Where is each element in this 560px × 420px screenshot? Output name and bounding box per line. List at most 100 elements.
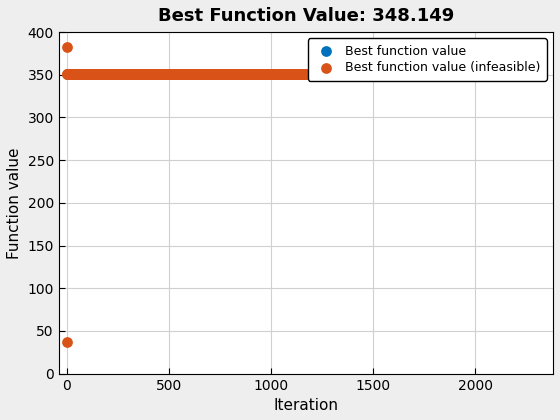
Best function value (infeasible) xyxy=(343,71,352,78)
Best function value (infeasible) xyxy=(206,71,214,78)
Best function value (infeasible) xyxy=(89,71,98,78)
Best function value (infeasible) xyxy=(217,71,226,78)
Best function value (infeasible) xyxy=(302,71,311,78)
Best function value (infeasible) xyxy=(118,71,127,78)
Best function value (infeasible) xyxy=(404,71,413,78)
Best function value (infeasible) xyxy=(417,71,426,78)
Best function value (infeasible) xyxy=(143,71,152,78)
Best function value (infeasible) xyxy=(349,71,358,78)
Best function value (infeasible) xyxy=(244,71,253,78)
Best function value (infeasible) xyxy=(194,71,203,78)
Best function value (infeasible) xyxy=(399,71,408,78)
Best function value (infeasible) xyxy=(109,71,118,78)
Best function value (infeasible) xyxy=(446,71,455,78)
Best function value (infeasible) xyxy=(362,71,371,78)
Best function value (infeasible) xyxy=(113,71,122,78)
Best function value (infeasible) xyxy=(274,71,283,78)
Best function value (infeasible) xyxy=(282,71,291,78)
Best function value (infeasible) xyxy=(111,71,120,78)
Best function value (infeasible) xyxy=(74,71,83,78)
Best function value (infeasible) xyxy=(525,71,534,78)
Best function value (infeasible) xyxy=(458,71,467,78)
Best function value (infeasible) xyxy=(452,71,461,78)
Best function value (infeasible) xyxy=(202,71,211,78)
Best function value (infeasible) xyxy=(411,71,420,78)
Best function value (infeasible) xyxy=(100,71,109,78)
Best function value (infeasible) xyxy=(114,71,123,78)
Best function value (infeasible) xyxy=(178,71,187,78)
Best function value (infeasible) xyxy=(324,71,333,78)
Best function value (infeasible) xyxy=(196,71,205,78)
Best function value (infeasible) xyxy=(85,71,94,78)
Best function value (infeasible) xyxy=(472,71,480,78)
Best function value (infeasible) xyxy=(152,71,161,78)
Best function value (infeasible) xyxy=(503,71,512,78)
Best function value (infeasible) xyxy=(480,71,489,78)
Best function value (infeasible) xyxy=(384,71,393,78)
Best function value (infeasible) xyxy=(146,71,155,78)
Best function value (infeasible) xyxy=(463,71,472,78)
Best function value (infeasible) xyxy=(94,71,102,78)
Best function value (infeasible) xyxy=(463,71,472,78)
Best function value (infeasible) xyxy=(494,71,503,78)
Best function value (infeasible) xyxy=(423,71,432,78)
Best function value (infeasible) xyxy=(523,71,532,78)
Best function value (infeasible) xyxy=(139,71,148,78)
Best function value (infeasible) xyxy=(344,71,353,78)
Best function value (infeasible) xyxy=(508,71,517,78)
Best function value (infeasible) xyxy=(458,71,466,78)
Best function value (infeasible) xyxy=(200,71,209,78)
Best function value (infeasible) xyxy=(134,71,143,78)
Best function value (infeasible) xyxy=(387,71,396,78)
Best function value (infeasible) xyxy=(445,71,454,78)
Best function value (infeasible) xyxy=(155,71,164,78)
Best function value (infeasible) xyxy=(501,71,510,78)
Best function value (infeasible) xyxy=(86,71,95,78)
Best function value (infeasible) xyxy=(387,71,396,78)
Best function value (infeasible) xyxy=(254,71,263,78)
Best function value (infeasible) xyxy=(154,71,163,78)
Best function value (infeasible) xyxy=(396,71,405,78)
Best function value (infeasible) xyxy=(502,71,511,78)
Best function value (infeasible) xyxy=(317,71,326,78)
Best function value (infeasible) xyxy=(88,71,97,78)
Best function value (infeasible) xyxy=(196,71,205,78)
Best function value (infeasible) xyxy=(526,71,535,78)
Best function value (infeasible) xyxy=(343,71,352,78)
Best function value (infeasible) xyxy=(330,71,339,78)
Best function value (infeasible) xyxy=(207,71,216,78)
Best function value (infeasible) xyxy=(119,71,128,78)
Best function value (infeasible) xyxy=(281,71,290,78)
Best function value (infeasible) xyxy=(207,71,216,78)
Best function value (infeasible) xyxy=(257,71,266,78)
Best function value (infeasible) xyxy=(482,71,491,78)
Best function value (infeasible) xyxy=(193,71,202,78)
Best function value (infeasible) xyxy=(328,71,337,78)
Best function value (infeasible) xyxy=(65,71,74,78)
Best function value (infeasible) xyxy=(517,71,526,78)
Best function value (infeasible) xyxy=(111,71,120,78)
Best function value (infeasible) xyxy=(181,71,190,78)
Best function value (infeasible) xyxy=(454,71,463,78)
Best function value (infeasible) xyxy=(106,71,115,78)
Best function value (infeasible) xyxy=(391,71,400,78)
Best function value (infeasible) xyxy=(87,71,96,78)
Best function value (infeasible) xyxy=(336,71,345,78)
Best function value (infeasible) xyxy=(432,71,441,78)
Best function value (infeasible) xyxy=(432,71,441,78)
Best function value (infeasible) xyxy=(443,71,452,78)
Best function value (infeasible) xyxy=(75,71,84,78)
Best function value (infeasible) xyxy=(477,71,486,78)
Best function value (infeasible) xyxy=(316,71,325,78)
Best function value (infeasible) xyxy=(441,71,450,78)
Best function value (infeasible) xyxy=(500,71,508,78)
Best function value (infeasible) xyxy=(74,71,83,78)
Best function value (infeasible) xyxy=(378,71,387,78)
Best function value (infeasible) xyxy=(310,71,319,78)
Best function value (infeasible) xyxy=(155,71,164,78)
Best function value (infeasible) xyxy=(346,71,355,78)
Best function value (infeasible) xyxy=(423,71,432,78)
Best function value (infeasible) xyxy=(422,71,431,78)
Best function value (infeasible) xyxy=(252,71,261,78)
Best function value (infeasible) xyxy=(221,71,230,78)
